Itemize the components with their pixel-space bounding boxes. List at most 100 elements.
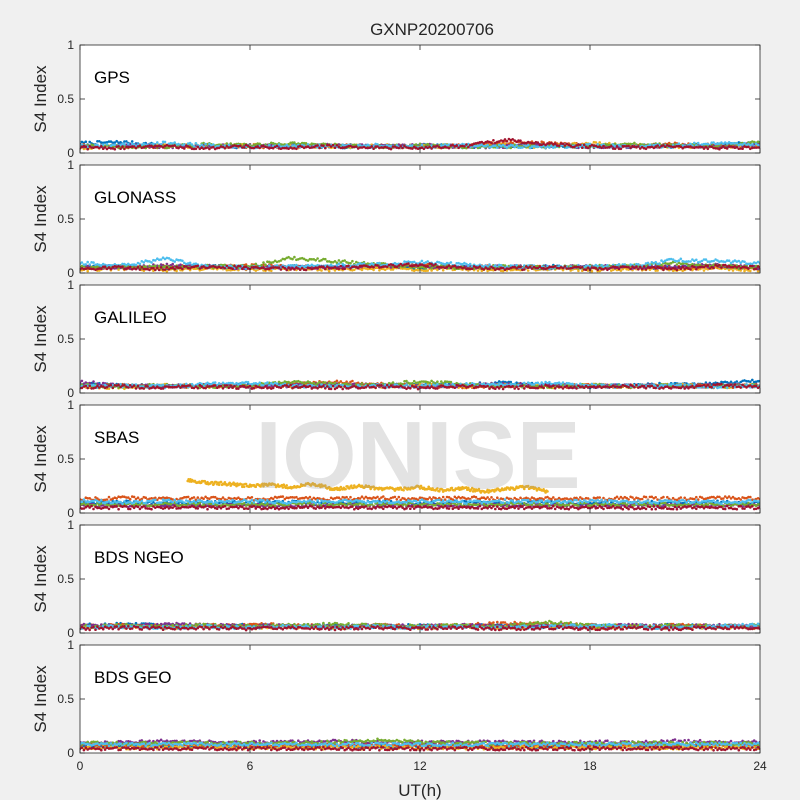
data-point — [353, 143, 356, 147]
data-point — [268, 143, 271, 147]
data-point — [125, 140, 128, 143]
data-point — [84, 263, 88, 266]
data-point — [374, 266, 377, 269]
data-point — [268, 260, 271, 264]
data-point — [743, 141, 746, 145]
data-point — [213, 145, 217, 149]
data-point — [351, 145, 354, 149]
data-point — [617, 263, 621, 266]
data-point — [582, 143, 586, 147]
data-point — [298, 257, 302, 260]
data-point — [82, 263, 86, 266]
data-point — [667, 141, 671, 145]
data-point — [113, 147, 117, 151]
data-point — [660, 263, 663, 267]
data-point — [611, 143, 615, 147]
data-point — [183, 143, 186, 146]
data-point — [739, 147, 742, 150]
data-point — [710, 145, 713, 148]
data-point — [658, 144, 661, 147]
data-point — [111, 147, 115, 150]
y-tick-label: 1 — [67, 38, 74, 52]
data-point — [584, 145, 588, 149]
data-point — [615, 145, 619, 148]
data-point — [177, 258, 180, 262]
data-point — [586, 266, 590, 270]
data-point — [341, 146, 345, 150]
data-point — [451, 268, 455, 272]
data-point — [588, 144, 592, 148]
data-point — [503, 138, 507, 141]
data-point — [109, 140, 113, 143]
data-point — [669, 143, 673, 146]
data-point — [751, 143, 754, 146]
data-point — [98, 263, 101, 267]
data-point — [92, 146, 95, 149]
data-point — [80, 145, 84, 148]
data-point — [329, 145, 333, 148]
data-point — [242, 146, 246, 149]
data-point — [530, 145, 534, 148]
data-point — [173, 144, 176, 147]
data-point — [426, 263, 430, 266]
data-point — [376, 266, 379, 270]
data-point — [480, 140, 484, 144]
data-point — [754, 142, 758, 145]
data-point — [173, 267, 176, 271]
data-point — [536, 143, 540, 146]
data-point — [426, 146, 430, 150]
data-point — [293, 144, 296, 147]
data-point — [714, 147, 717, 150]
data-point — [105, 147, 109, 151]
data-point — [86, 147, 89, 151]
data-point — [208, 147, 211, 151]
data-point — [681, 265, 684, 269]
data-point — [519, 139, 522, 142]
data-point — [596, 143, 599, 146]
data-point — [169, 264, 173, 267]
data-point — [754, 146, 758, 149]
data-point — [501, 264, 505, 267]
data-point — [712, 146, 715, 150]
data-point — [756, 146, 760, 149]
data-point — [561, 268, 565, 272]
data-point — [287, 255, 290, 259]
data-point — [470, 143, 474, 147]
data-point — [117, 145, 120, 148]
data-point — [617, 267, 621, 271]
data-point — [376, 264, 379, 267]
data-point — [389, 266, 393, 269]
data-point — [206, 146, 209, 149]
data-point — [613, 147, 617, 150]
data-point — [295, 145, 298, 148]
data-point — [316, 257, 319, 260]
data-point — [148, 268, 151, 272]
data-point — [159, 258, 163, 261]
data-point — [196, 145, 200, 149]
data-point — [331, 143, 335, 147]
data-point — [455, 144, 459, 148]
data-point — [729, 145, 733, 148]
data-point — [264, 263, 267, 267]
data-point — [318, 146, 321, 150]
data-point — [343, 259, 347, 262]
data-point — [596, 145, 599, 149]
data-point — [198, 147, 202, 151]
data-point — [407, 262, 410, 265]
data-point — [592, 140, 596, 144]
data-point — [563, 265, 567, 268]
data-point — [279, 259, 283, 262]
data-point — [700, 143, 704, 146]
data-point — [426, 142, 430, 146]
data-point — [370, 145, 374, 148]
data-point — [86, 269, 89, 273]
data-point — [693, 146, 696, 150]
data-point — [372, 147, 375, 150]
data-point — [215, 146, 219, 150]
data-point — [353, 268, 356, 272]
data-point — [337, 267, 341, 271]
data-point — [337, 259, 341, 262]
data-point — [698, 263, 702, 267]
